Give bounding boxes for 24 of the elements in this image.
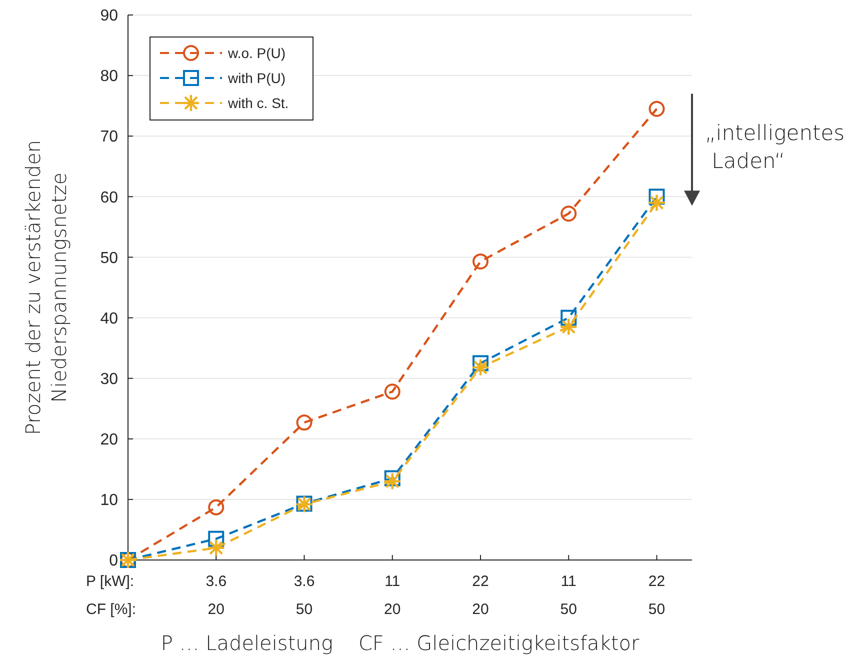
y-tick-label: 30 — [100, 370, 118, 388]
x-axis-title: P … Ladeleistung CF … Gleichzeitigkeitsfaktor — [160, 631, 640, 655]
y-tick-label: 90 — [100, 8, 118, 25]
y-axis-title: Prozent der zu verstärkenden Niederspannungsnetze — [21, 140, 71, 436]
x-tick-label: 11 50 — [560, 573, 577, 618]
y-tick-label: 10 — [100, 492, 118, 510]
x-tick-label: 11 20 — [384, 573, 401, 618]
x-tick-label: 3.6 50 — [294, 573, 315, 618]
y-tick-label: 80 — [100, 68, 118, 86]
text: „intelligentes Laden“ — [705, 121, 845, 173]
y-tick-label: 0 — [109, 552, 118, 570]
text: CF [%]: — [86, 601, 136, 618]
legend-label: with c. St. — [227, 94, 289, 111]
y-tick-label: 40 — [100, 310, 118, 328]
legend-label: with P(U) — [227, 70, 286, 86]
y-tick-label: 50 — [100, 250, 118, 267]
x-tick-label: 22 20 — [472, 573, 489, 618]
y-tick-label: 20 — [100, 431, 118, 448]
text: P [kW]: — [86, 573, 134, 590]
legend-label: w.o. P(U) — [227, 44, 286, 61]
x-tick-label: 22 50 — [648, 573, 666, 618]
y-tick-label: 70 — [100, 128, 118, 146]
y-tick-label: 60 — [100, 189, 118, 206]
x-tick-label: 3.6 20 — [206, 573, 227, 618]
